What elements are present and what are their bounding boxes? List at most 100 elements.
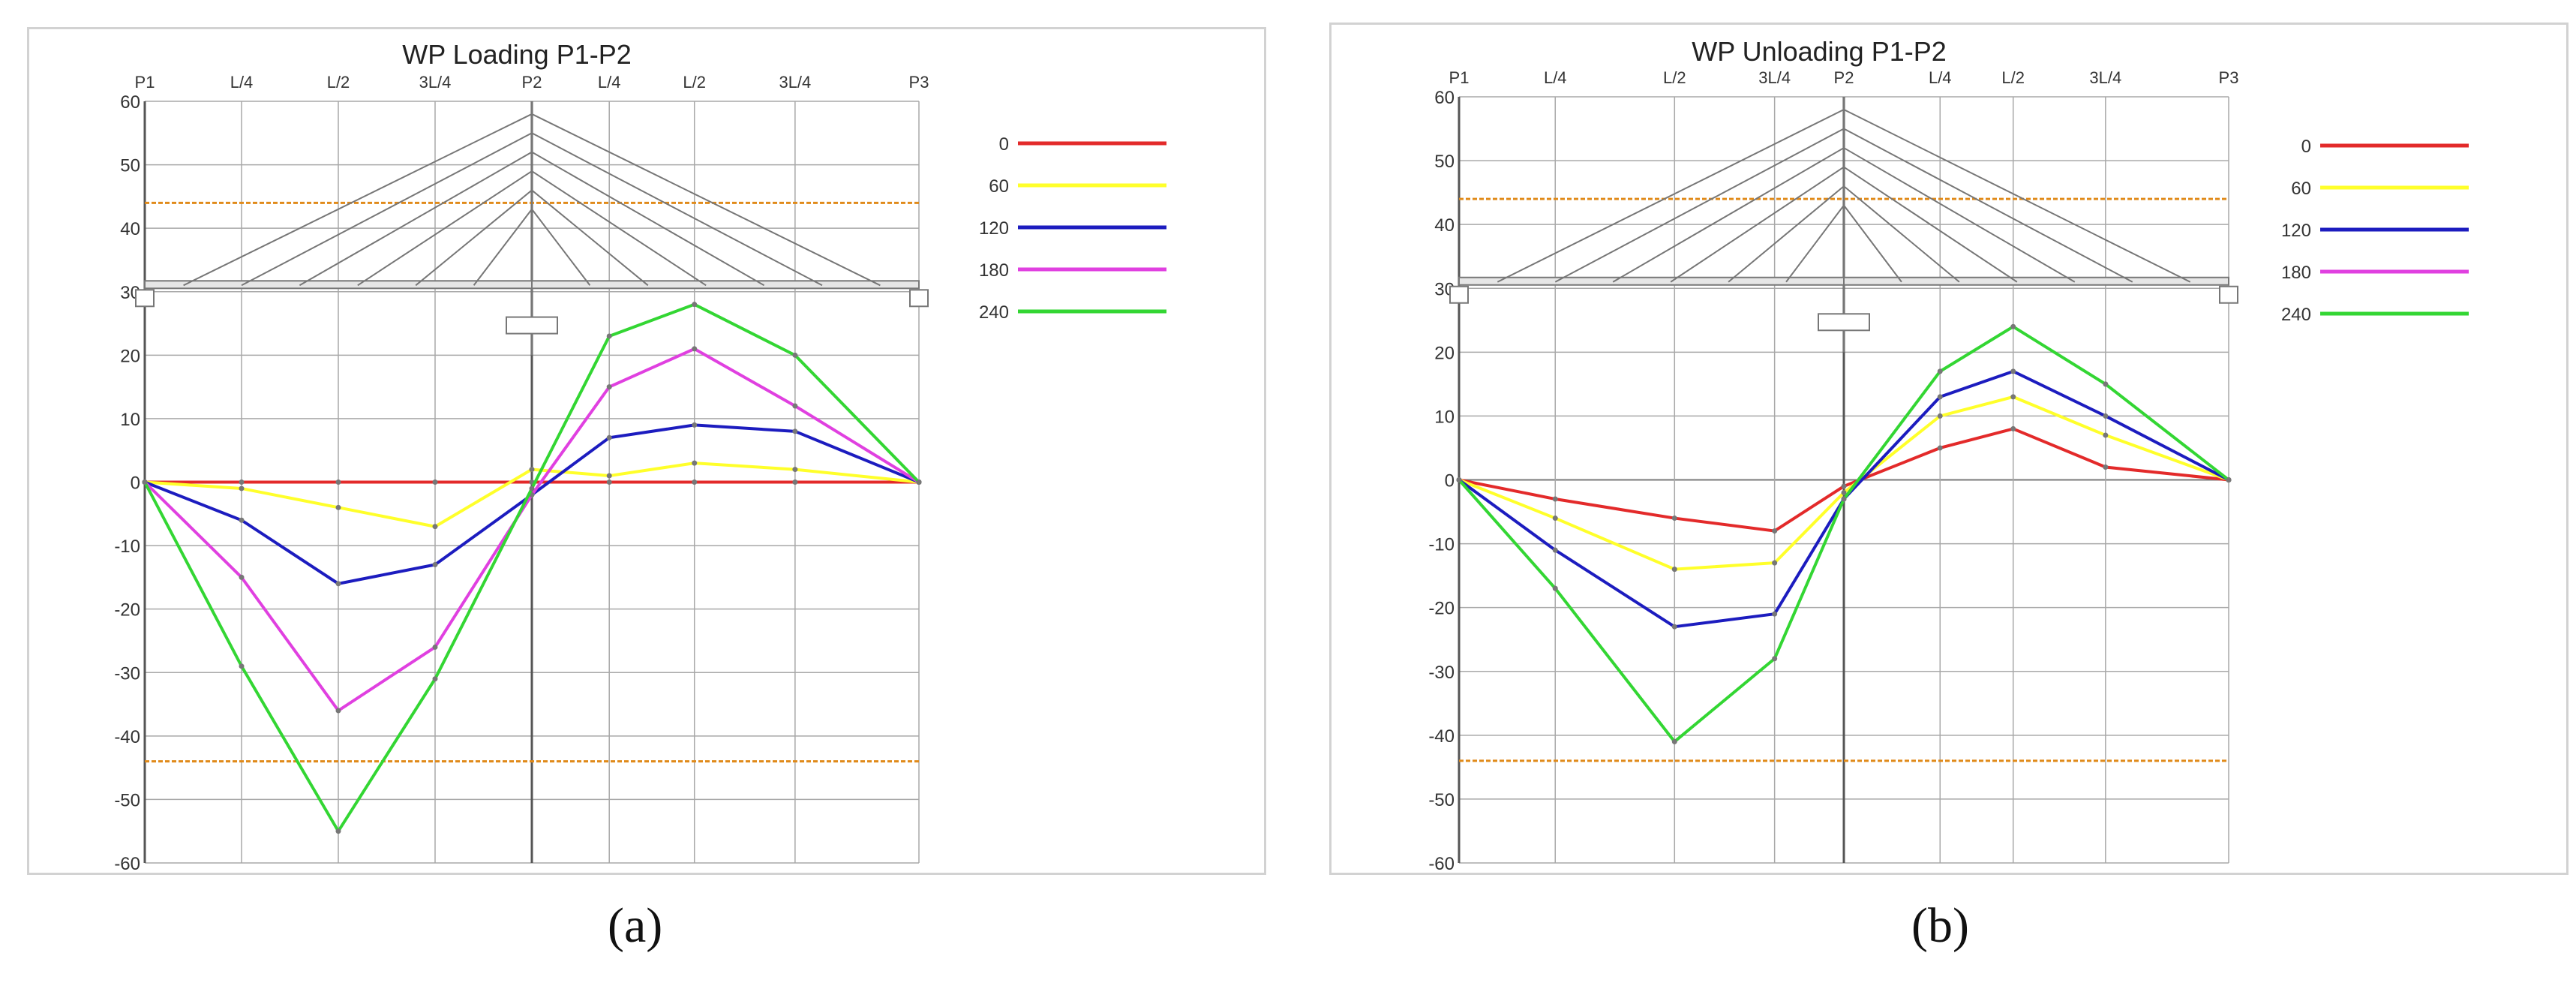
y-tick-label: -10: [1428, 535, 1455, 555]
y-tick-label: 0: [1445, 471, 1455, 492]
legend-label: 60: [2291, 179, 2311, 199]
chart-panel-b: WP Unloading P1-P2 -60 -50 -40 -30 -20 -10 0 10 2…: [1329, 23, 2568, 875]
x-tick-label: 3L/4: [2089, 68, 2121, 87]
x-tick-label: 3L/4: [779, 73, 811, 92]
series-point-0: [1671, 516, 1677, 522]
series-point-0: [1841, 483, 1847, 489]
series-point-120: [239, 517, 245, 523]
series-point-240: [239, 663, 245, 669]
series-point-60: [792, 467, 798, 473]
x-tick-label: P1: [135, 73, 155, 92]
series-point-240: [1772, 656, 1778, 662]
stay-cable: [241, 132, 533, 287]
stay-cable: [357, 170, 533, 287]
legend-label: 180: [2281, 263, 2311, 283]
stay-cable: [183, 113, 533, 287]
series-point-0: [239, 479, 245, 485]
y-tick-label: -40: [114, 727, 140, 747]
stay-cable: [473, 209, 533, 286]
y-tick-label: -20: [114, 600, 140, 621]
stay-cable: [1612, 147, 1845, 283]
bridge-schematic: [135, 101, 929, 356]
stay-cable: [415, 189, 533, 287]
legend-label: 0: [2301, 137, 2311, 157]
y-tick-label: 20: [120, 346, 140, 366]
series-point-0: [1772, 528, 1778, 534]
series-point-60: [335, 504, 341, 510]
stay-cable: [1785, 205, 1845, 283]
y-tick-label: 60: [120, 92, 140, 113]
series-point-240: [2226, 477, 2232, 482]
series-point-60: [1937, 413, 1943, 419]
series-point-240: [606, 333, 612, 339]
series-point-60: [432, 524, 438, 530]
bridge-schematic: [1449, 97, 2238, 353]
y-tick-label: -30: [1428, 663, 1455, 683]
y-tick-label: -50: [114, 790, 140, 810]
legend-label: 180: [979, 260, 1009, 281]
stay-cable: [1843, 185, 1960, 283]
series-point-120: [1937, 394, 1943, 400]
series-point-240: [1937, 368, 1943, 374]
series-point-240: [2103, 381, 2109, 387]
pylon-footing: [1818, 313, 1870, 332]
series-point-240: [1456, 477, 1462, 482]
x-tick-label: 3L/4: [1758, 68, 1791, 87]
series-point-60: [692, 460, 698, 466]
stay-cable: [531, 209, 591, 286]
y-tick-label: 20: [1434, 343, 1455, 363]
series-point-60: [1552, 516, 1558, 522]
x-tick-label: L/4: [1544, 68, 1567, 87]
y-tick-label: 50: [120, 156, 140, 176]
legend-label: 120: [2281, 221, 2311, 241]
caption-b: (b): [1911, 898, 1969, 953]
x-tick-label: L/2: [327, 73, 350, 92]
stay-cable: [1728, 185, 1845, 283]
series-point-180: [606, 384, 612, 390]
series-point-240: [1671, 738, 1677, 744]
stay-cable: [531, 170, 707, 287]
series-point-120: [1772, 611, 1778, 617]
series-point-240: [529, 485, 535, 492]
x-tick-label: L/4: [230, 73, 254, 92]
legend-label: 60: [989, 176, 1009, 197]
series-point-60: [2010, 394, 2016, 400]
series-point-180: [335, 708, 341, 714]
chart-title: WP Loading P1-P2: [402, 39, 632, 70]
series-point-180: [239, 574, 245, 580]
bridge-support: [2219, 285, 2238, 304]
series-point-180: [792, 403, 798, 409]
bridge-support: [1449, 285, 1469, 304]
y-tick-label: 10: [1434, 407, 1455, 427]
series-point-60: [2103, 432, 2109, 438]
stay-cable: [1843, 128, 2133, 283]
x-tick-label: L/2: [2001, 68, 2025, 87]
x-tick-label: L/2: [683, 73, 706, 92]
chart-a: WP Loading P1-P2 -60 -50 -40 -30 -20 -10 0 10 20 3…: [114, 39, 1166, 874]
bridge-support: [909, 289, 929, 308]
y-tick-label: -60: [1428, 854, 1455, 873]
chart-b: WP Unloading P1-P2 -60 -50 -40 -30 -20 -10 0 10 2…: [1428, 36, 2469, 874]
series-point-120: [792, 428, 798, 434]
x-tick-label: P2: [522, 73, 542, 92]
series-point-240: [142, 479, 148, 485]
series-point-120: [1552, 547, 1558, 553]
series-point-240: [692, 302, 698, 308]
x-tick-label: L/2: [1663, 68, 1686, 87]
legend-label: 240: [979, 302, 1009, 323]
series-point-0: [335, 479, 341, 485]
y-tick-label: 0: [131, 473, 140, 494]
y-tick-label: -10: [114, 537, 140, 557]
stay-cable: [1843, 205, 1902, 283]
series-point-60: [529, 467, 535, 473]
x-tick-label: P3: [909, 73, 929, 92]
series-point-60: [1772, 560, 1778, 566]
stay-cable: [531, 132, 823, 287]
stay-cable: [1843, 147, 2076, 283]
y-tick-label: 60: [1434, 88, 1455, 108]
y-tick-label: 40: [1434, 215, 1455, 236]
stay-cable: [1670, 166, 1845, 283]
legend-label: 0: [999, 134, 1009, 155]
stay-cable: [1843, 109, 2191, 283]
series-point-60: [239, 485, 245, 492]
